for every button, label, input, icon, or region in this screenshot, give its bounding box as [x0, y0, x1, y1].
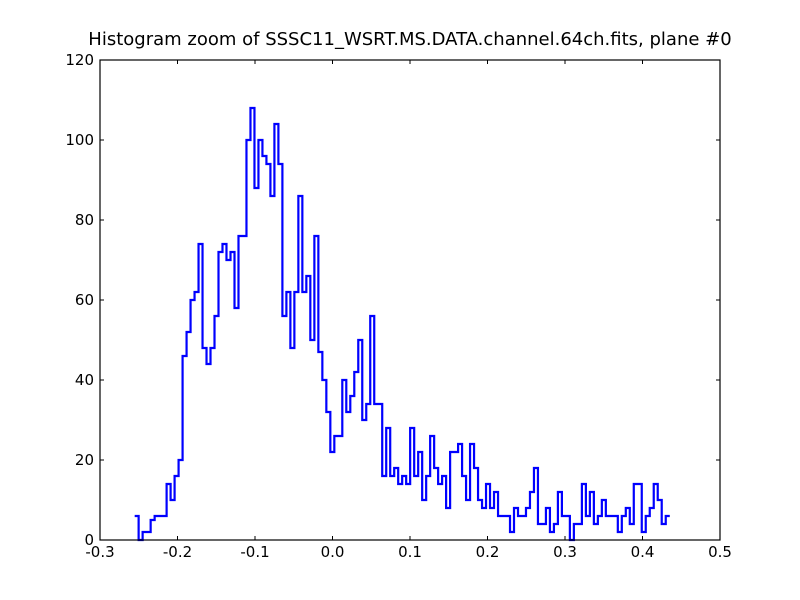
series-layer [134, 106, 670, 542]
x-tick-label: 0.0 [321, 543, 345, 561]
x-tick-label: 0.1 [398, 543, 422, 561]
x-tick-label: -0.1 [240, 543, 269, 561]
y-axis: 0 20 40 60 80 100 120 [65, 51, 720, 549]
y-tick-label: 100 [65, 131, 94, 149]
x-axis: -0.3 -0.2 -0.1 0.0 0.1 0.2 0.3 0.4 0.5 [85, 60, 732, 561]
y-tick-label: 0 [84, 531, 94, 549]
y-tick-label: 40 [75, 371, 94, 389]
plot-frame [99, 59, 721, 541]
x-tick-label: 0.2 [476, 543, 500, 561]
y-tick-label: 60 [75, 291, 94, 309]
y-tick-label: 80 [75, 211, 94, 229]
y-tick-label: 120 [65, 51, 94, 69]
x-tick-label: 0.3 [553, 543, 577, 561]
x-tick-label: 0.5 [708, 543, 732, 561]
x-tick-label: -0.3 [85, 543, 114, 561]
x-tick-label: -0.2 [163, 543, 192, 561]
chart-title: Histogram zoom of SSSC11_WSRT.MS.DATA.ch… [88, 29, 731, 50]
x-tick-label: 0.4 [631, 543, 655, 561]
y-tick-label: 20 [75, 451, 94, 469]
histogram-step-line [134, 106, 670, 542]
